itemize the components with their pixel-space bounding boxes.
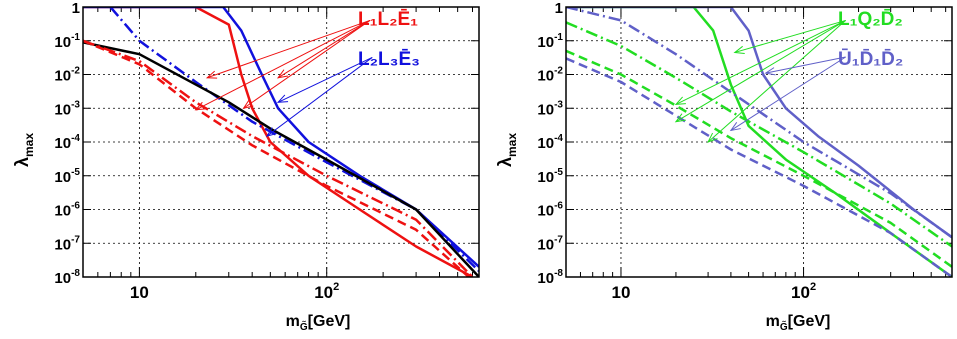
y-tick-label: 10-8	[54, 268, 80, 287]
x-tick-label: 102	[314, 281, 339, 302]
series-line-5	[83, 39, 471, 277]
annotation-arrow-5	[266, 57, 373, 137]
annotation-arrow-1	[675, 19, 846, 105]
legend-label-1: L₂L₃Ē₃	[358, 49, 420, 70]
series-line-4	[566, 49, 952, 268]
arrowhead	[674, 113, 686, 123]
annotation-arrow-4	[765, 56, 846, 74]
series-line-2	[566, 7, 952, 239]
x-tick-label: 10	[130, 283, 149, 302]
minor-ticks	[565, 6, 952, 278]
plot-frame	[565, 6, 953, 278]
y-axis-label: λmax	[495, 133, 519, 167]
y-tick-label: 10-5	[537, 167, 563, 186]
grid	[83, 6, 479, 278]
series-line-0	[83, 7, 474, 277]
y-tick-label: 10-8	[537, 268, 563, 287]
y-tick-label: 10-7	[54, 234, 80, 253]
series-group	[566, 7, 952, 277]
arrowhead	[205, 70, 218, 79]
x-axis-label: mG̃[GeV]	[766, 313, 831, 333]
y-tick-label: 10-4	[54, 133, 80, 152]
y-axis-label: λmax	[12, 133, 36, 167]
right-chart-panel: 1 10-1 10-2 10-3 10-4 10-5 10-6 10-7 10-8 10 102 mG…	[495, 0, 953, 333]
y-tick-label: 10-3	[537, 99, 563, 118]
legend-label-1: Ū₁D̄₁D̄₂	[838, 49, 903, 70]
y-tick-label: 10-7	[537, 234, 563, 253]
y-tick-label: 10-1	[537, 32, 563, 51]
left-chart-panel: 1 10-1 10-2 10-3 10-4 10-5 10-6 10-7 10-8 10 102 mG…	[12, 0, 480, 333]
y-tick-label: 1	[72, 0, 80, 17]
y-tick-label: 10-2	[537, 66, 563, 85]
y-tick-label: 10-6	[54, 201, 80, 220]
annotation-arrow-3	[277, 20, 371, 79]
annotation-arrow-2	[243, 20, 371, 109]
arrowhead	[733, 45, 745, 54]
y-tick-label: 1	[555, 0, 563, 17]
y-tick-label: 10-2	[54, 66, 80, 85]
annotation-arrows	[674, 19, 846, 143]
y-tick-label: 10-4	[537, 133, 563, 152]
y-tick-label: 10-6	[537, 201, 563, 220]
x-tick-label: 102	[791, 281, 816, 302]
legend-label-0: L₁L₂Ē₁	[358, 9, 418, 30]
series-line-4	[83, 39, 474, 277]
annotation-arrows	[194, 19, 373, 137]
arrowhead	[242, 99, 254, 110]
annotation-arrow-3	[707, 20, 846, 143]
annotation-arrow-1	[195, 19, 371, 111]
series-group	[83, 7, 479, 277]
annotation-arrow-0	[734, 19, 846, 53]
arrowhead	[265, 127, 277, 137]
arrowhead	[276, 69, 289, 79]
plot-frame	[82, 6, 480, 278]
series-line-1	[566, 7, 952, 239]
y-tick-label: 10-1	[54, 32, 80, 51]
series-line-0	[566, 7, 952, 277]
x-tick-label: 10	[612, 283, 631, 302]
y-tick-label: 10-3	[54, 99, 80, 118]
annotation-arrow-4	[277, 56, 373, 103]
annotation-arrow-0	[206, 19, 371, 79]
arrowhead	[194, 101, 206, 111]
arrowhead	[674, 96, 686, 106]
annotation-arrow-5	[730, 56, 846, 131]
x-axis-label: mG̃[GeV]	[286, 313, 351, 333]
y-tick-label: 10-5	[54, 167, 80, 186]
arrowhead	[764, 67, 776, 76]
annotation-arrow-2	[675, 20, 846, 123]
arrowhead	[276, 94, 289, 103]
arrowhead	[707, 132, 718, 143]
series-line-3	[566, 21, 952, 248]
series-line-5	[566, 57, 952, 277]
arrowhead	[729, 122, 741, 132]
series-line-3	[83, 41, 479, 277]
legend-label-0: L₁Q₂D̄₂	[838, 9, 903, 30]
